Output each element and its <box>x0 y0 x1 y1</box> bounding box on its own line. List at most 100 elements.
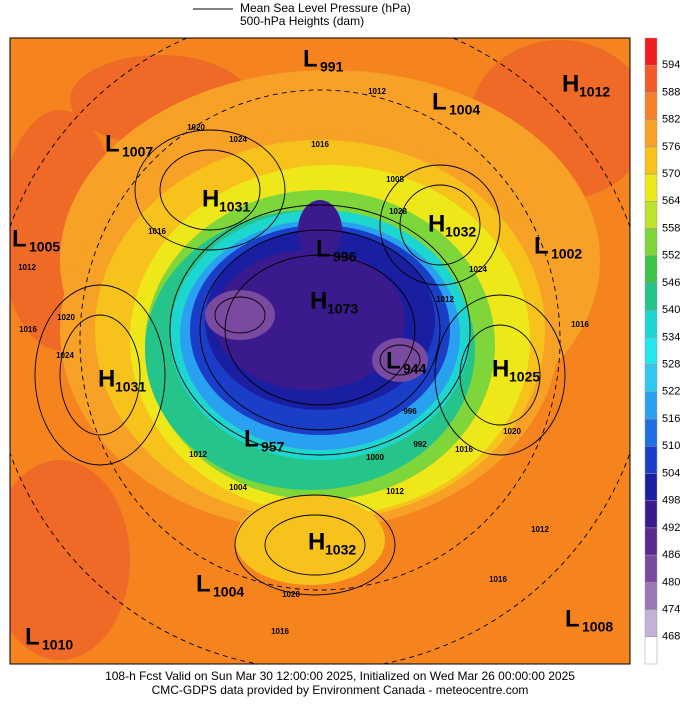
pressure-center-value: 1007 <box>122 144 153 160</box>
isobar-label: 1016 <box>455 445 473 454</box>
colorbar-label: 534 <box>662 331 680 343</box>
colorbar-label: 582 <box>662 114 680 126</box>
pressure-center-value: 1031 <box>115 379 146 395</box>
colorbar-label: 480 <box>662 576 680 588</box>
colorbar-swatch <box>644 364 658 393</box>
pressure-center-letter: H <box>562 70 579 97</box>
pressure-center-letter: L <box>316 235 331 262</box>
colorbar-swatch <box>644 64 658 93</box>
pressure-center-letter: L <box>12 225 27 252</box>
pressure-center-value: 1073 <box>327 301 358 317</box>
colorbar-swatch <box>644 500 658 529</box>
colorbar-label: 486 <box>662 549 680 561</box>
colorbar-label: 558 <box>662 222 680 234</box>
isobar-label: 1016 <box>271 627 289 636</box>
isobar-label: 1016 <box>489 575 507 584</box>
colorbar-label: 552 <box>662 250 680 262</box>
isobar-label: 1016 <box>311 140 329 149</box>
isobar-label: 992 <box>413 440 427 449</box>
colorbar-label: 468 <box>662 631 680 643</box>
colorbar-label: 492 <box>662 522 680 534</box>
isobar-label: 1004 <box>229 483 247 492</box>
pressure-center-letter: L <box>105 130 120 157</box>
colorbar-swatch <box>644 609 658 638</box>
isobar-label: 1020 <box>57 313 75 322</box>
pressure-center-letter: L <box>25 623 40 650</box>
isobar-label: 1008 <box>386 175 404 184</box>
colorbar-label: 498 <box>662 495 680 507</box>
isobar-label: 1016 <box>571 320 589 329</box>
isobar-label: 1012 <box>436 295 454 304</box>
pressure-center-letter: L <box>244 425 259 452</box>
pressure-center-value: 1032 <box>445 224 476 240</box>
isobar-label: 1024 <box>56 351 74 360</box>
pressure-center-letter: L <box>196 570 211 597</box>
colorbar-label: 570 <box>662 168 680 180</box>
isobar-label: 1012 <box>386 487 404 496</box>
colorbar-swatch <box>644 582 658 610</box>
pressure-center-letter: H <box>98 365 115 392</box>
pressure-center-value: 1002 <box>551 246 582 262</box>
legend-text: 500-hPa Heights (dam) <box>240 14 364 28</box>
colorbar: 594 588 582 576 570 564 558 552 546 540 534 528 522 5… <box>644 37 680 665</box>
legend-text: Mean Sea Level Pressure (hPa) <box>240 1 411 15</box>
pressure-center-value: 996 <box>333 249 357 265</box>
colorbar-label: 576 <box>662 141 680 153</box>
colorbar-label: 594 <box>662 59 680 71</box>
colorbar-swatch <box>644 228 658 256</box>
colorbar-label: 540 <box>662 304 680 316</box>
colorbar-swatch <box>644 636 658 665</box>
footer-text: 108-h Fcst Valid on Sun Mar 30 12:00:00 … <box>105 669 575 683</box>
colorbar-label: 516 <box>662 413 680 425</box>
colorbar-swatch <box>644 201 658 229</box>
pressure-center-value: 944 <box>403 361 427 377</box>
colorbar-swatch <box>644 92 658 120</box>
colorbar-swatch <box>644 446 658 474</box>
colorbar-swatch <box>644 309 658 338</box>
colorbar-swatch <box>644 473 658 501</box>
colorbar-swatch <box>644 255 658 284</box>
colorbar-swatch <box>644 37 658 66</box>
pressure-center-letter: L <box>432 88 447 115</box>
pressure-center-letter: L <box>565 605 580 632</box>
colorbar-swatch <box>644 282 658 311</box>
colorbar-swatch <box>644 391 658 420</box>
pressure-center-value: 957 <box>261 439 285 455</box>
colorbar-label: 564 <box>662 195 680 207</box>
isobar-label: 1012 <box>368 87 386 96</box>
pressure-center-value: 1010 <box>42 637 73 653</box>
isobar-label: 1020 <box>187 123 205 132</box>
colorbar-label: 528 <box>662 359 680 371</box>
isobar-label: 1012 <box>189 450 207 459</box>
pressure-center-letter: H <box>202 185 219 212</box>
isobar-label: 1024 <box>469 265 487 274</box>
colorbar-label: 588 <box>662 86 680 98</box>
footer-text: CMC-GDPS data provided by Environment Ca… <box>152 683 529 697</box>
isobar-label: 1012 <box>18 263 36 272</box>
pressure-center-letter: H <box>492 355 509 382</box>
pressure-center-value: 1005 <box>29 239 60 255</box>
pressure-center-value: 1004 <box>213 584 244 600</box>
colorbar-swatch <box>644 418 658 447</box>
colorbar-swatch <box>644 146 658 175</box>
isobars <box>10 38 630 664</box>
isobar-label: 1016 <box>19 325 37 334</box>
isobar-label: 1016 <box>148 227 166 236</box>
map-field <box>10 38 630 664</box>
isobar-label: 1012 <box>531 525 549 534</box>
colorbar-swatch <box>644 119 658 148</box>
isobar-label: 1024 <box>229 135 247 144</box>
colorbar-label: 510 <box>662 440 680 452</box>
colorbar-swatch <box>644 337 658 365</box>
isobar-label: 1020 <box>503 427 521 436</box>
pressure-center-letter: H <box>310 287 327 314</box>
isobar-label: 1000 <box>366 453 384 462</box>
isobar-label: 1028 <box>389 207 407 216</box>
colorbar-label: 546 <box>662 277 680 289</box>
pressure-center-letter: H <box>428 210 445 237</box>
pressure-center-letter: H <box>308 528 325 555</box>
pressure-center-value: 1032 <box>325 542 356 558</box>
pressure-center-letter: L <box>386 347 401 374</box>
